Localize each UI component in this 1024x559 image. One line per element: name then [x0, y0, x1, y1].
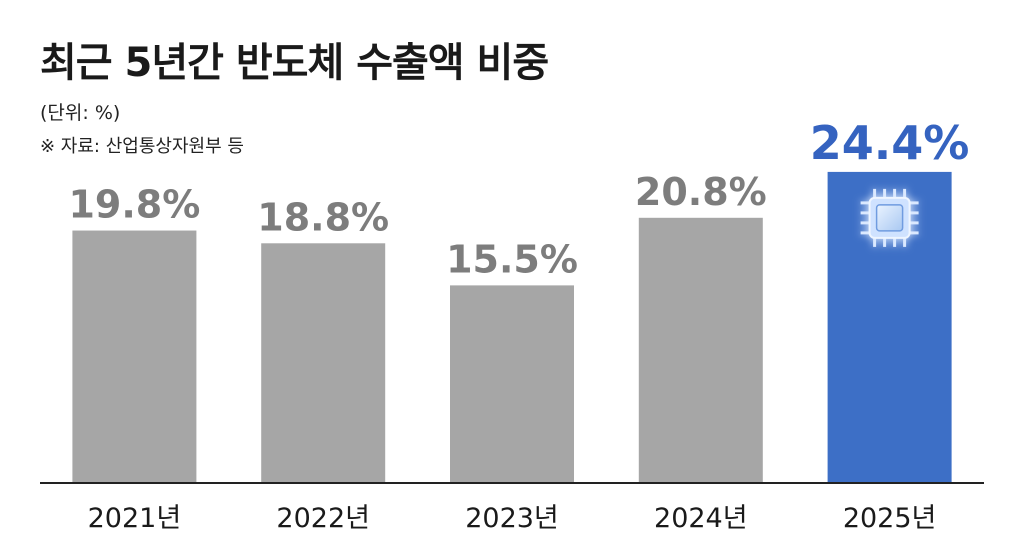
- bar-value-label: 19.8%: [68, 183, 200, 227]
- bar-value-label: 20.8%: [635, 170, 767, 214]
- page-title: 최근 5년간 반도체 수출액 비중: [40, 40, 549, 86]
- x-tick-label: 2025년: [843, 503, 937, 534]
- x-tick-label: 2022년: [276, 503, 370, 534]
- bar-value-label: 24.4%: [810, 116, 970, 170]
- source-note: ※ 자료: 산업통상자원부 등: [40, 136, 244, 157]
- bar-2024년: [638, 217, 763, 484]
- x-tick-label: 2024년: [654, 503, 748, 534]
- x-tick-label: 2023년: [465, 503, 559, 534]
- bar-2023년: [450, 285, 574, 483]
- microchip-icon: [860, 188, 919, 247]
- bar-value-label: 15.5%: [446, 237, 578, 281]
- bar-2021년: [72, 230, 197, 483]
- bar-value-label: 18.8%: [257, 195, 389, 239]
- bar-2022년: [261, 243, 386, 483]
- unit-note: (단위: %): [40, 102, 121, 124]
- x-tick-label: 2021년: [88, 503, 182, 534]
